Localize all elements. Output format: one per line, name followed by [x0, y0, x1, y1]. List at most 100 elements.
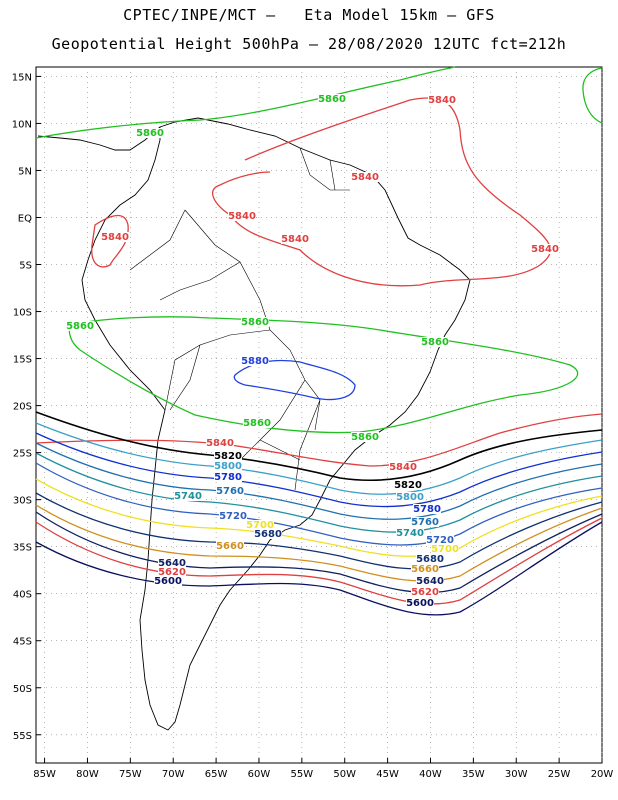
- contour-5620: [35, 517, 603, 605]
- contour-label: 5600: [406, 598, 434, 609]
- contour-label: 5600: [154, 576, 182, 587]
- contour-label: 5720: [426, 535, 454, 546]
- contour-label: 5700: [246, 520, 274, 531]
- axis-ticks: 15N 10N 5N EQ 5S 10S 15S 20S 25S 30S 35S 40S 45S 50S 5…: [12, 72, 614, 780]
- contour-label-bg: [206, 438, 234, 448]
- lat-tick-label: 55S: [13, 731, 32, 742]
- contour-label: 5840: [101, 232, 129, 243]
- central-america-coast: [37, 126, 161, 151]
- lat-tick-label: 10S: [13, 308, 32, 319]
- contour-5800: [35, 422, 603, 495]
- contour-label-bg: [174, 491, 202, 501]
- lon-tick-label: 85W: [33, 769, 56, 780]
- south-america-coast: [81, 117, 471, 731]
- contour-label: 5820: [214, 451, 242, 462]
- contour-label: 5740: [174, 491, 202, 502]
- contour-label-bg: [351, 172, 379, 182]
- contour-5660: [35, 504, 603, 582]
- country-borders: [129, 147, 350, 491]
- lon-tick-label: 80W: [76, 769, 99, 780]
- contour-label-bg: [254, 529, 282, 539]
- contour-label-bg: [396, 528, 424, 538]
- contour-label: 5860: [243, 418, 271, 429]
- contour-label-bg: [158, 567, 186, 577]
- contour-5680: [35, 492, 603, 570]
- lat-tick-label: 35S: [13, 543, 32, 554]
- contour-label-bg: [216, 541, 244, 551]
- contour-label-bg: [406, 598, 434, 608]
- contour-label-bg: [416, 576, 444, 586]
- lon-tick-label: 55W: [291, 769, 314, 780]
- contour-label: 5680: [416, 554, 444, 565]
- contour-label: 5860: [66, 321, 94, 332]
- coastlines: [37, 117, 471, 731]
- contour-label: 5840: [281, 234, 309, 245]
- contour-label-bg: [426, 535, 454, 545]
- contour-label: 5780: [214, 472, 242, 483]
- contour-label-bg: [241, 317, 269, 327]
- contour-label-bg: [411, 587, 439, 597]
- contour-5740: [35, 452, 603, 533]
- contour-label-bg: [66, 321, 94, 331]
- contour-label: 5740: [396, 528, 424, 539]
- lat-tick-label: 25S: [13, 449, 32, 460]
- lat-tick-label: 5N: [18, 166, 32, 177]
- contour-label: 5820: [394, 480, 422, 491]
- contour-label-bg: [241, 356, 269, 366]
- contour-5700: [35, 478, 603, 557]
- contour-5760: [35, 442, 603, 520]
- contour-label: 5840: [531, 244, 559, 255]
- contour-label: 5760: [411, 517, 439, 528]
- lon-tick-label: 35W: [462, 769, 485, 780]
- lat-tick-label: 5S: [19, 261, 32, 272]
- lon-tick-label: 30W: [505, 769, 528, 780]
- graticule: [36, 67, 603, 763]
- contour-label-bg: [219, 511, 247, 521]
- contour-label-bg: [413, 504, 441, 514]
- contour-label: 5840: [351, 172, 379, 183]
- contour-label: 5840: [389, 462, 417, 473]
- lat-tick-label: 30S: [13, 496, 32, 507]
- contour-label-bg: [428, 95, 456, 105]
- contour-5860: [35, 66, 603, 139]
- contour-label-bg: [394, 480, 422, 490]
- contour-label: 5620: [411, 587, 439, 598]
- contour-label-bg: [421, 337, 449, 347]
- contour-label: 5880: [241, 356, 269, 367]
- contour-label-bg: [154, 576, 182, 586]
- contour-label: 5800: [214, 461, 242, 472]
- lon-tick-label: 25W: [548, 769, 571, 780]
- contour-5600: [35, 521, 603, 616]
- contour-5780: [35, 432, 603, 508]
- chart-title-line1: CPTEC/INPE/MCT – Eta Model 15km – GFS: [123, 6, 495, 24]
- contour-label: 5860: [241, 317, 269, 328]
- contour-label-bg: [411, 517, 439, 527]
- contour-5840: [35, 413, 603, 467]
- contour-labels: 5860 5860 5840 5840 5840 5840 5840 5840 5860 5860…: [66, 94, 559, 609]
- contour-label-bg: [246, 520, 274, 530]
- contour-label-bg: [158, 558, 186, 568]
- contour-label: 5720: [219, 511, 247, 522]
- contour-5720: [35, 462, 603, 546]
- contour-label: 5800: [396, 492, 424, 503]
- lat-tick-label: 15S: [13, 355, 32, 366]
- contour-label: 5780: [413, 504, 441, 515]
- contour-label: 5860: [351, 432, 379, 443]
- lon-tick-label: 60W: [248, 769, 271, 780]
- contour-label: 5860: [318, 94, 346, 105]
- contour-label-bg: [351, 432, 379, 442]
- lat-tick-label: 15N: [12, 72, 32, 83]
- contour-5820: [35, 411, 603, 482]
- contour-label-bg: [416, 554, 444, 564]
- map-frame: [35, 66, 603, 764]
- lat-tick-label: 40S: [13, 590, 32, 601]
- contour-label-bg: [101, 232, 129, 242]
- contour-label-bg: [411, 564, 439, 574]
- contour-label-bg: [396, 492, 424, 502]
- contour-label-bg: [214, 472, 242, 482]
- contour-label: 5840: [428, 95, 456, 106]
- contour-label-bg: [136, 128, 164, 138]
- contour-label: 5760: [216, 486, 244, 497]
- contour-label: 5640: [158, 558, 186, 569]
